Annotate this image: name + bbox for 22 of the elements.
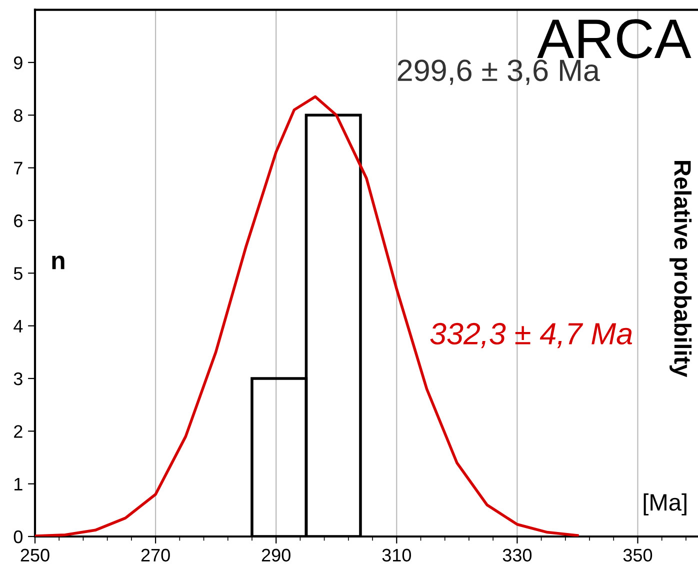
x-tick-label: 270: [141, 548, 170, 562]
annotation: 299,6 ± 3,6 Ma: [398, 60, 600, 85]
y-tick-label: 2: [14, 425, 22, 438]
y-tick-label: 6: [14, 214, 22, 228]
y-tick-label: 8: [14, 109, 22, 122]
y2-axis-title: Relative probability: [670, 161, 692, 378]
y-axis-title: n: [52, 256, 64, 270]
y-tick-label: 7: [14, 162, 22, 174]
x-axis-title: [Ma]: [644, 493, 686, 516]
x-tick-label: 350: [623, 548, 652, 562]
y-tick-label: 0: [14, 530, 22, 544]
y-tick-label: 3: [14, 372, 22, 386]
y-tick-label: 9: [14, 56, 22, 70]
y-tick-label: 5: [14, 267, 22, 280]
annotation: 332,3 ± 4,7 Ma: [430, 322, 632, 348]
x-tick-label: 250: [20, 548, 50, 562]
y-tick-label: 1: [14, 478, 22, 490]
chart-title: ARCA: [537, 19, 692, 59]
x-tick-label: 290: [262, 548, 290, 562]
x-tick-label: 310: [382, 548, 411, 562]
y-tick-label: 4: [14, 320, 23, 332]
x-tick-label: 330: [502, 548, 532, 562]
